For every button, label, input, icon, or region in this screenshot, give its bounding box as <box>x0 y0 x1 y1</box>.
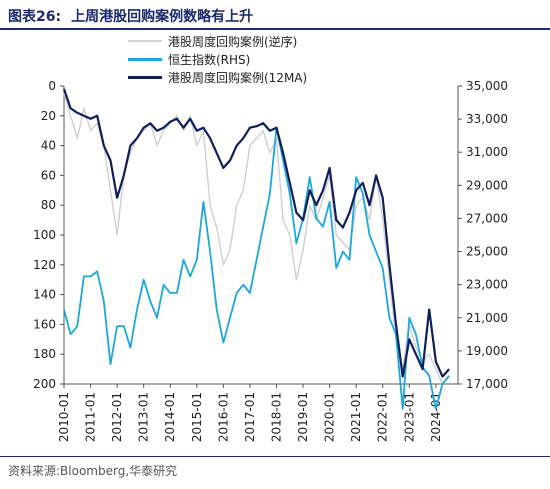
left-tick-label: 60 <box>41 168 56 182</box>
x-tick-label: 2021-01 <box>349 392 363 442</box>
x-tick-label: 2017-01 <box>243 392 257 442</box>
right-tick-label: 23,000 <box>466 278 508 292</box>
right-tick-label: 33,000 <box>466 112 508 126</box>
legend-label-hsi: 恒生指数(RHS) <box>168 52 251 67</box>
legend-item-hsi: 恒生指数(RHS) <box>128 50 307 68</box>
left-tick-label: 80 <box>41 198 56 212</box>
right-tick-label: 29,000 <box>466 178 508 192</box>
source-note: 资料来源:Bloomberg,华泰研究 <box>8 464 178 478</box>
x-tick-label: 2023-01 <box>402 392 416 442</box>
title-text: 上周港股回购案例数略有上升 <box>71 9 254 25</box>
legend: 港股周度回购案例(逆序) 恒生指数(RHS) 港股周度回购案例(12MA) <box>128 32 307 86</box>
legend-swatch-weekly <box>128 40 162 42</box>
x-tick-label: 2012-01 <box>110 392 124 442</box>
left-tick-label: 0 <box>48 79 56 93</box>
figure-number: 图表26: <box>8 9 62 25</box>
x-tick-label: 2011-01 <box>84 392 98 442</box>
x-tick-label: 2019-01 <box>296 392 310 442</box>
legend-label-ma: 港股周度回购案例(12MA) <box>168 70 308 85</box>
right-tick-label: 19,000 <box>466 344 508 358</box>
left-tick-label: 20 <box>41 109 56 123</box>
legend-label-weekly: 港股周度回购案例(逆序) <box>168 34 298 49</box>
x-tick-label: 2013-01 <box>137 392 151 442</box>
title-rule <box>0 28 550 30</box>
right-tick-label: 25,000 <box>466 245 508 259</box>
left-tick-label: 160 <box>33 317 56 331</box>
chart-title: 图表26: 上周港股回购案例数略有上升 <box>8 6 253 26</box>
right-tick-label: 31,000 <box>466 145 508 159</box>
left-tick-label: 200 <box>33 377 56 391</box>
x-tick-label: 2018-01 <box>269 392 283 442</box>
left-tick-label: 180 <box>33 347 56 361</box>
left-tick-label: 120 <box>33 258 56 272</box>
x-tick-label: 2024-01 <box>429 392 443 442</box>
series-weekly-line <box>63 93 450 385</box>
x-tick-label: 2022-01 <box>376 392 390 442</box>
x-tick-label: 2015-01 <box>190 392 204 442</box>
series-ma-line <box>62 88 450 378</box>
left-tick-label: 100 <box>33 228 56 242</box>
bottom-rule <box>0 456 550 457</box>
x-tick-label: 2016-01 <box>216 392 230 442</box>
legend-swatch-ma <box>128 75 162 79</box>
right-tick-label: 35,000 <box>466 79 508 93</box>
left-tick-label: 140 <box>33 288 56 302</box>
x-tick-label: 2020-01 <box>323 392 337 442</box>
right-tick-label: 21,000 <box>466 311 508 325</box>
left-tick-label: 40 <box>41 139 56 153</box>
legend-swatch-hsi <box>128 57 162 61</box>
right-tick-label: 27,000 <box>466 211 508 225</box>
x-tick-label: 2010-01 <box>57 392 71 442</box>
legend-item-ma: 港股周度回购案例(12MA) <box>128 68 307 86</box>
legend-item-weekly: 港股周度回购案例(逆序) <box>128 32 307 50</box>
right-tick-label: 17,000 <box>466 377 508 391</box>
series-hsi-line <box>63 126 450 410</box>
x-tick-label: 2014-01 <box>163 392 177 442</box>
